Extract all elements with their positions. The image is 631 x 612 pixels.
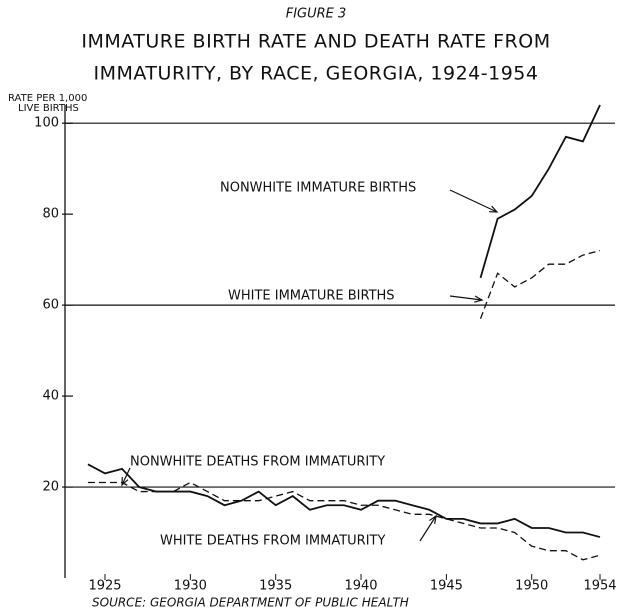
series-label: NONWHITE IMMATURE BIRTHS — [220, 181, 416, 196]
x-tick-label: 1940 — [344, 579, 377, 594]
y-tick-label: 60 — [42, 298, 59, 313]
series-line — [479, 249, 601, 319]
chart-title: IMMATURITY, BY RACE, GEORGIA, 1924-1954 — [94, 63, 539, 85]
x-tick-label: 1945 — [430, 579, 463, 594]
annotation-arrow — [419, 515, 437, 542]
arrow-head — [474, 295, 484, 303]
x-tick-label: 1954 — [583, 579, 616, 594]
x-tick-label: 1930 — [174, 579, 207, 594]
x-tick-label: 1935 — [259, 579, 292, 594]
source: SOURCE: GEORGIA DEPARTMENT OF PUBLIC HEA… — [92, 596, 409, 610]
series-line — [479, 104, 601, 279]
y-axis-label: RATE PER 1,000 — [8, 93, 87, 104]
y-tick-label: 80 — [42, 207, 59, 222]
figure-label: FIGURE 3 — [286, 7, 347, 22]
y-axis-label: LIVE BIRTHS — [18, 103, 79, 114]
series-label: NONWHITE DEATHS FROM IMMATURITY — [130, 455, 385, 470]
x-tick-label: 1925 — [88, 579, 121, 594]
x-tick-label: 1950 — [515, 579, 548, 594]
arrow-head — [488, 205, 499, 213]
series-label: WHITE DEATHS FROM IMMATURITY — [160, 534, 385, 549]
arrow-head — [429, 514, 437, 524]
y-tick-label: 40 — [42, 389, 59, 404]
y-tick-label: 100 — [34, 116, 59, 131]
series-label: WHITE IMMATURE BIRTHS — [228, 289, 395, 304]
series-line — [87, 463, 601, 538]
series-line — [87, 481, 601, 561]
annotation-arrow — [449, 189, 498, 213]
chart-title: IMMATURE BIRTH RATE AND DEATH RATE FROM — [81, 31, 550, 53]
y-tick-label: 20 — [42, 480, 59, 495]
arrow-head — [121, 476, 129, 487]
annotation-arrow — [449, 295, 483, 301]
annotation-arrow — [121, 467, 131, 486]
